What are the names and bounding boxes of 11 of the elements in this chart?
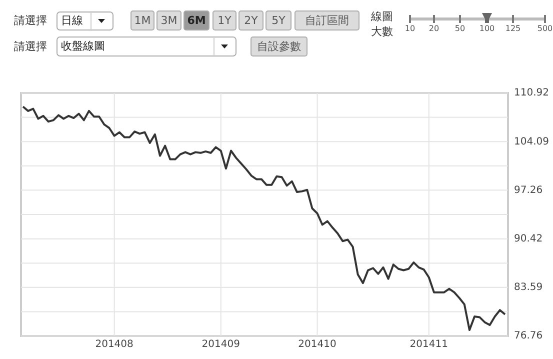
x-tick-label: 201411	[410, 339, 448, 350]
x-tick-label: 201409	[202, 339, 240, 350]
y-tick-label: 90.42	[514, 234, 543, 245]
x-tick-label: 201408	[95, 339, 134, 350]
y-tick-label: 83.59	[514, 282, 543, 294]
y-tick-label: 110.92	[514, 88, 549, 99]
x-tick-label: 201410	[298, 339, 336, 350]
y-tick-label: 104.09	[514, 136, 549, 148]
y-tick-label: 76.76	[514, 330, 543, 342]
y-tick-label: 97.26	[514, 184, 543, 196]
controls: 請選擇 日線 1M 3M 6M 1Y 2Y 5Y 自訂區間 線圖 大數 10 20 50 100 125 500 請選擇 收盤線圖 自設參數	[14, 10, 553, 56]
